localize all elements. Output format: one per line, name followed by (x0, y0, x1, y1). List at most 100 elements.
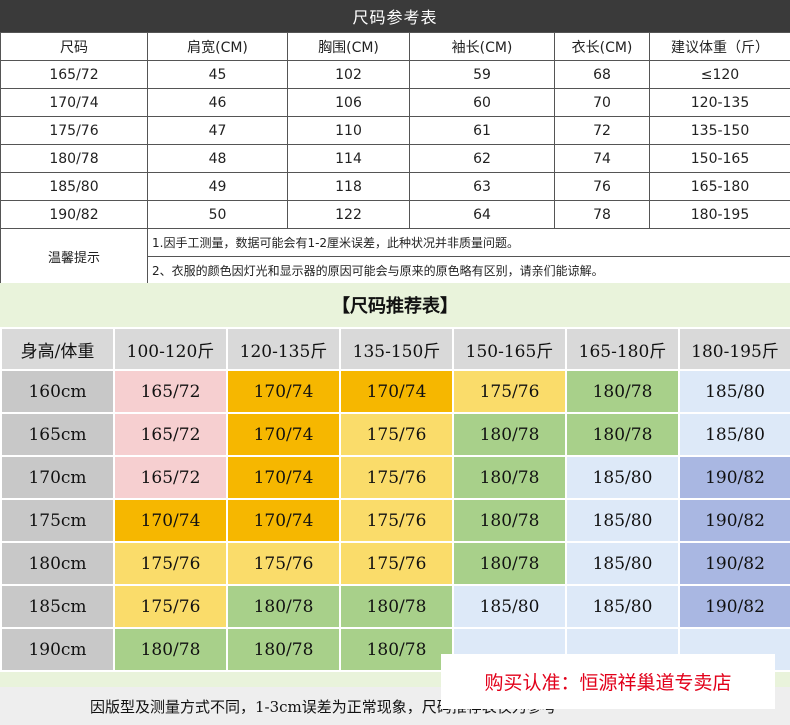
size-header-cell: 肩宽(CM) (147, 32, 288, 61)
recommend-cell: 175/76 (113, 584, 228, 629)
size-header-cell: 胸围(CM) (287, 32, 410, 61)
height-label: 180cm (0, 541, 115, 586)
recommend-cell: 190/82 (678, 584, 790, 629)
recommend-cell: 190/82 (678, 541, 790, 586)
size-cell: 76 (554, 172, 650, 201)
size-cell: 180/78 (0, 144, 148, 173)
size-cell: 61 (409, 116, 555, 145)
recommend-cell: 175/76 (339, 412, 454, 457)
size-table-title: 尺码参考表 (0, 0, 790, 32)
weight-header: 100-120斤 (113, 327, 228, 371)
size-cell: 170/74 (0, 88, 148, 117)
recommend-title: 【尺码推荐表】 (332, 296, 458, 317)
size-row: 165/72 45 102 59 68 ≤120 (0, 60, 790, 89)
recommend-cell: 190/82 (678, 455, 790, 500)
recommend-cell: 170/74 (113, 498, 228, 543)
height-label: 190cm (0, 627, 115, 672)
height-label: 175cm (0, 498, 115, 543)
recommend-cell: 175/76 (452, 369, 567, 414)
size-cell: 59 (409, 60, 555, 89)
height-label: 185cm (0, 584, 115, 629)
size-cell: 135-150 (649, 116, 790, 145)
size-cell: 110 (287, 116, 410, 145)
recommend-cell: 180/78 (452, 541, 567, 586)
recommend-row: 190cm 180/78 180/78 180/78 (0, 627, 790, 672)
recommend-cell: 185/80 (678, 369, 790, 414)
height-label: 160cm (0, 369, 115, 414)
recommend-cell: 170/74 (226, 412, 341, 457)
size-cell: 190/82 (0, 200, 148, 229)
size-row: 170/74 46 106 60 70 120-135 (0, 88, 790, 117)
size-cell: 64 (409, 200, 555, 229)
size-cell: 50 (147, 200, 288, 229)
size-header-cell: 建议体重（斤） (649, 32, 790, 61)
size-cell: 185/80 (0, 172, 148, 201)
size-row: 180/78 48 114 62 74 150-165 (0, 144, 790, 173)
recommend-row: 160cm 165/72 170/74 170/74 175/76 180/78 185/8… (0, 369, 790, 414)
size-header-cell: 衣长(CM) (554, 32, 650, 61)
recommend-cell: 175/76 (113, 541, 228, 586)
recommend-grid: 身高/体重 100-120斤 120-135斤 135-150斤 150-165斤 165… (0, 327, 790, 672)
recommend-cell: 185/80 (565, 541, 680, 586)
size-header-cell: 尺码 (0, 32, 148, 61)
size-cell: 150-165 (649, 144, 790, 173)
size-header-cell: 袖长(CM) (409, 32, 555, 61)
size-cell: 46 (147, 88, 288, 117)
recommend-cell: 170/74 (226, 498, 341, 543)
recommend-row: 165cm 165/72 170/74 175/76 180/78 180/78 185/8… (0, 412, 790, 457)
recommend-cell: 185/80 (565, 455, 680, 500)
size-row: 185/80 49 118 63 76 165-180 (0, 172, 790, 201)
size-cell: 78 (554, 200, 650, 229)
recommend-cell: 175/76 (339, 541, 454, 586)
size-cell: 45 (147, 60, 288, 89)
size-cell: ≤120 (649, 60, 790, 89)
recommend-row: 175cm 170/74 170/74 175/76 180/78 185/80 190/8… (0, 498, 790, 543)
weight-header: 165-180斤 (565, 327, 680, 371)
size-cell: 72 (554, 116, 650, 145)
recommend-cell: 185/80 (452, 584, 567, 629)
size-cell: 74 (554, 144, 650, 173)
recommend-cell: 185/80 (565, 498, 680, 543)
size-cell: 68 (554, 60, 650, 89)
recommend-row: 170cm 165/72 170/74 175/76 180/78 185/80 190/8… (0, 455, 790, 500)
weight-header: 135-150斤 (339, 327, 454, 371)
size-row: 175/76 47 110 61 72 135-150 (0, 116, 790, 145)
size-cell: 175/76 (0, 116, 148, 145)
size-row: 190/82 50 122 64 78 180-195 (0, 200, 790, 229)
size-cell: 165/72 (0, 60, 148, 89)
recommend-cell: 180/78 (339, 584, 454, 629)
size-cell: 102 (287, 60, 410, 89)
recommend-row: 180cm 175/76 175/76 175/76 180/78 185/80 190/8… (0, 541, 790, 586)
recommend-cell: 180/78 (452, 412, 567, 457)
size-cell: 122 (287, 200, 410, 229)
recommend-cell: 165/72 (113, 455, 228, 500)
size-table-grid: 尺码 肩宽(CM) 胸围(CM) 袖长(CM) 衣长(CM) 建议体重（斤） 165/72 4… (0, 32, 790, 285)
recommend-cell: 165/72 (113, 412, 228, 457)
size-cell: 47 (147, 116, 288, 145)
weight-header: 180-195斤 (678, 327, 790, 371)
recommend-cell: 180/78 (339, 627, 454, 672)
recommend-cell: 175/76 (226, 541, 341, 586)
size-cell: 120-135 (649, 88, 790, 117)
recommend-cell: 180/78 (226, 584, 341, 629)
weight-header: 120-135斤 (226, 327, 341, 371)
size-cell: 114 (287, 144, 410, 173)
recommend-cell: 180/78 (452, 455, 567, 500)
recommend-cell: 180/78 (226, 627, 341, 672)
size-cell: 106 (287, 88, 410, 117)
recommend-cell: 180/78 (113, 627, 228, 672)
recommend-cell: 180/78 (452, 498, 567, 543)
size-cell: 70 (554, 88, 650, 117)
recommend-row: 185cm 175/76 180/78 180/78 185/80 185/80 190/8… (0, 584, 790, 629)
size-cell: 165-180 (649, 172, 790, 201)
recommend-cell: 170/74 (226, 369, 341, 414)
recommend-cell: 185/80 (678, 412, 790, 457)
size-cell: 63 (409, 172, 555, 201)
height-label: 165cm (0, 412, 115, 457)
size-cell: 48 (147, 144, 288, 173)
size-reference-table: 尺码参考表 尺码 肩宽(CM) 胸围(CM) 袖长(CM) 衣长(CM) 建议体重（斤） 1… (0, 0, 790, 285)
recommend-cell: 175/76 (339, 455, 454, 500)
size-cell: 49 (147, 172, 288, 201)
recommend-cell: 190/82 (678, 498, 790, 543)
size-recommendation-section: 【尺码推荐表】 身高/体重 100-120斤 120-135斤 135-150斤 150… (0, 283, 790, 725)
